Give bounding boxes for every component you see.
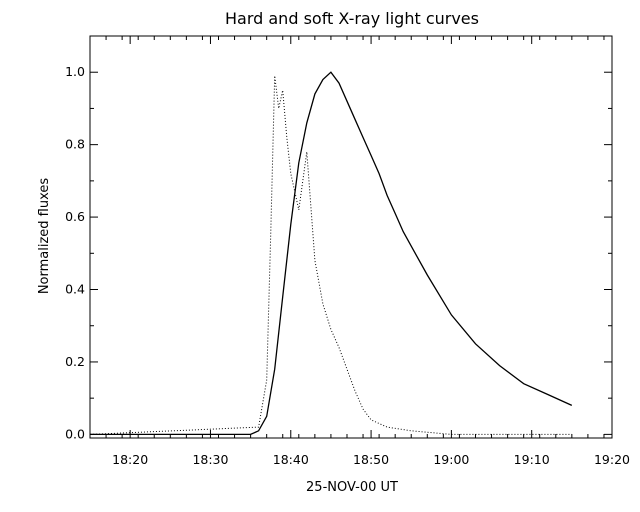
chart-title: Hard and soft X-ray light curves bbox=[225, 9, 479, 28]
x-tick-label: 19:10 bbox=[514, 452, 550, 467]
y-axis-label: Normalized fluxes bbox=[37, 178, 52, 295]
x-tick-label: 18:50 bbox=[353, 452, 389, 467]
dotted-series-line bbox=[89, 75, 572, 435]
x-tick-label: 18:40 bbox=[273, 452, 309, 467]
plot-border bbox=[89, 35, 613, 439]
x-tick-label: 18:30 bbox=[192, 452, 228, 467]
y-tick-label: 0.4 bbox=[65, 282, 85, 297]
series-layer bbox=[89, 71, 573, 436]
x-tick-label: 19:00 bbox=[433, 452, 469, 467]
y-tick-label: 0.6 bbox=[65, 209, 85, 224]
plot-frame bbox=[89, 35, 613, 439]
x-axis-ticks: 18:20 18:30 18:40 18:50 19:00 19:10 19:20 bbox=[89, 36, 630, 467]
solid-series-line bbox=[90, 71, 573, 436]
y-axis-ticks: 0.0 0.2 0.4 0.6 0.8 1.0 bbox=[65, 64, 612, 441]
y-tick-label: 1.0 bbox=[65, 64, 85, 79]
y-tick-label: 0.0 bbox=[65, 426, 85, 441]
x-tick-label: 18:20 bbox=[112, 452, 148, 467]
y-tick-label: 0.2 bbox=[65, 354, 85, 369]
x-tick-label: 19:20 bbox=[594, 452, 630, 467]
x-axis-label: 25-NOV-00 UT bbox=[306, 480, 398, 495]
y-tick-label: 0.8 bbox=[65, 137, 85, 152]
